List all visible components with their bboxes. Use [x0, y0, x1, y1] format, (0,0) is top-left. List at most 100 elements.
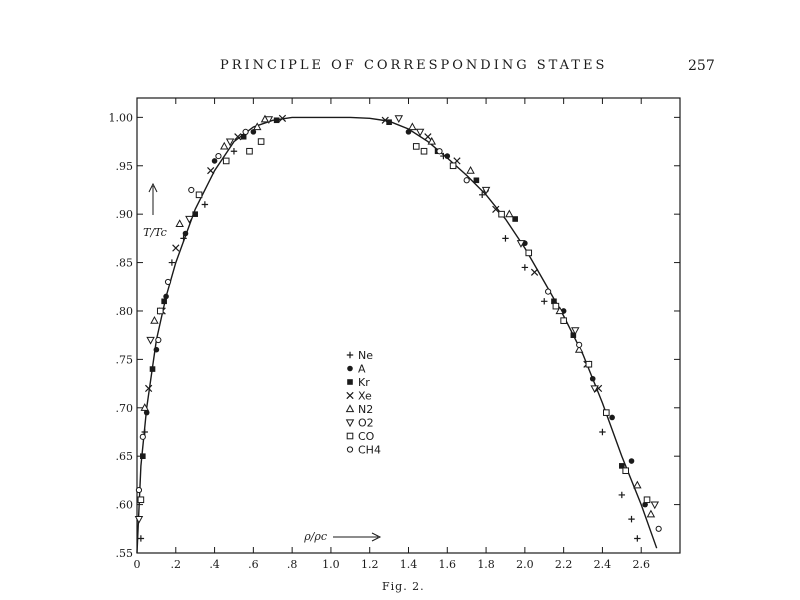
- legend-label-a: A: [358, 363, 366, 376]
- point-ch4: [139, 433, 146, 440]
- x-tick-label: 2.2: [555, 558, 573, 571]
- point-ne: [521, 264, 529, 271]
- x-tick-label: 1.0: [322, 558, 340, 571]
- point-a: [211, 158, 218, 164]
- legend-label-kr: Kr: [358, 376, 370, 389]
- y-tick-label: .90: [116, 208, 134, 221]
- point-co: [603, 409, 610, 416]
- point-ne: [201, 201, 209, 208]
- plot-frame: [136, 97, 681, 554]
- point-ch4: [436, 148, 443, 155]
- point-ch4: [576, 341, 583, 348]
- point-kr: [273, 117, 280, 124]
- point-o2: [146, 336, 155, 345]
- legend-marker-ch4: [346, 446, 354, 453]
- fit-curve-path: [136, 116, 658, 554]
- x-tick-label: 2.0: [516, 558, 534, 571]
- point-n2: [633, 480, 642, 489]
- point-ne: [478, 191, 486, 199]
- legend-marker-ne: [346, 351, 354, 359]
- point-ne: [137, 535, 145, 542]
- point-xe: [424, 133, 432, 141]
- point-n2: [150, 316, 159, 324]
- point-kr: [473, 177, 480, 184]
- legend-label-o2: O2: [358, 417, 374, 430]
- point-ch4: [188, 186, 195, 194]
- point-n2: [252, 122, 262, 131]
- point-n2: [140, 403, 150, 411]
- point-xe: [234, 133, 242, 141]
- x-tick-label: 2.4: [594, 558, 612, 571]
- x-axis-title: ρ/ρc: [303, 530, 327, 543]
- point-a: [444, 153, 451, 159]
- point-co: [195, 191, 203, 199]
- point-n2: [427, 136, 437, 145]
- point-xe: [207, 166, 215, 175]
- point-ch4: [545, 288, 552, 295]
- point-kr: [140, 453, 146, 459]
- point-co: [246, 147, 253, 155]
- y-tick-label: .85: [116, 257, 134, 270]
- legend-marker-kr: [347, 379, 353, 385]
- point-kr: [512, 216, 518, 222]
- legend-marker-xe: [346, 391, 354, 400]
- point-a: [628, 458, 635, 464]
- point-co: [552, 302, 560, 310]
- point-co: [585, 360, 593, 368]
- data-points: [134, 114, 662, 542]
- point-ne: [634, 535, 641, 542]
- axis-ticks: 0 .2 .4 .6 .8 1.0 1.2 1.4 1.6 1.8 2.0 2.2 2.4 2.6 .55.…: [109, 98, 680, 571]
- x-tick-label: .6: [248, 558, 259, 571]
- x-tick-label: .4: [209, 558, 220, 571]
- point-kr: [570, 332, 577, 338]
- point-ne: [618, 491, 626, 499]
- point-kr: [240, 133, 247, 140]
- point-co: [257, 138, 265, 145]
- point-kr: [149, 366, 156, 372]
- fit-curve: [136, 116, 658, 554]
- y-tick-label: .80: [116, 305, 134, 318]
- point-ne: [599, 428, 606, 436]
- point-xe: [145, 384, 153, 393]
- point-co: [643, 496, 651, 504]
- point-n2: [466, 165, 475, 174]
- point-co: [560, 317, 567, 324]
- x-tick-label: 1.8: [477, 558, 495, 571]
- point-kr: [619, 463, 625, 469]
- point-a: [250, 129, 257, 135]
- point-n2: [555, 306, 565, 315]
- point-co: [156, 307, 164, 315]
- point-o2: [481, 186, 491, 195]
- x-tick-label: 1.6: [439, 558, 457, 571]
- point-n2: [408, 122, 417, 131]
- point-kr: [192, 211, 198, 217]
- point-co: [420, 147, 428, 155]
- y-tick-label: .55: [116, 547, 134, 560]
- legend-label-xe: Xe: [358, 390, 372, 403]
- point-a: [163, 293, 169, 300]
- point-n2: [574, 345, 584, 353]
- point-a: [642, 501, 648, 508]
- y-tick-label: .70: [116, 402, 134, 415]
- point-ne: [628, 515, 635, 523]
- x-tick-label: .2: [171, 558, 182, 571]
- legend-label-co: CO: [358, 430, 375, 443]
- point-co: [525, 249, 533, 257]
- x-axis-label: ρ/ρc: [303, 530, 382, 543]
- point-xe: [278, 114, 287, 122]
- point-ch4: [135, 486, 143, 494]
- legend-marker-a: [347, 365, 353, 372]
- legend-marker-o2: [345, 419, 355, 428]
- point-ne: [141, 428, 148, 436]
- point-ch4: [215, 152, 222, 160]
- legend-label-n2: N2: [358, 403, 373, 416]
- x-tick-label: 2.6: [632, 558, 650, 571]
- point-co: [622, 467, 630, 475]
- point-ne: [168, 259, 176, 266]
- legend-marker-n2: [345, 404, 355, 413]
- point-n2: [220, 141, 229, 150]
- point-ne: [230, 148, 238, 155]
- y-axis-label: T/Tc: [143, 182, 167, 239]
